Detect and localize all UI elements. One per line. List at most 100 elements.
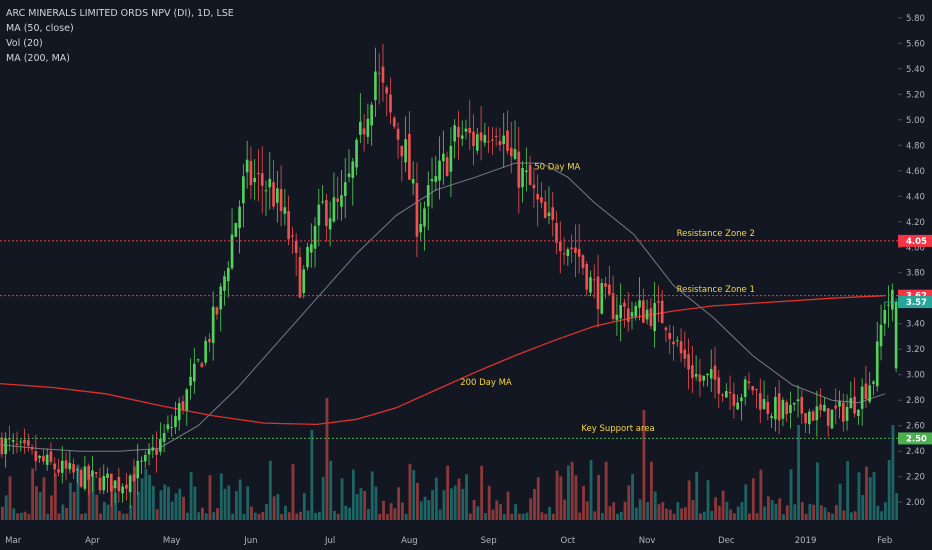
candle-body [294,241,298,253]
volume-bar [167,486,170,520]
volume-bar [144,469,148,520]
candle-body [177,403,181,421]
candle-body [615,314,619,320]
volume-bar [683,507,687,520]
volume-bar [812,504,816,520]
volume-bar [740,502,744,520]
ma50-line [0,162,885,452]
volume-bar [665,508,668,520]
legend-ma200: MA (200, MA) [6,53,70,64]
volume-bar [393,508,397,520]
candle-body [751,386,755,391]
candle-body [230,234,234,269]
volume-bar [766,496,770,520]
candle-body [15,443,19,445]
candle-body [38,455,41,459]
level-price-label: 2.50 [906,434,927,444]
volume-bar [412,470,416,520]
volume-bar [431,490,435,520]
volume-bar [423,496,427,520]
candle-body [804,412,807,424]
volume-bar [265,504,268,520]
volume-bar [295,513,299,520]
volume-bar [257,513,261,520]
volume-bar [616,513,619,520]
volume-bar [416,482,419,520]
candle-body [834,405,838,409]
candle-body [64,460,68,469]
candle-body [785,402,789,415]
candle-body [619,304,622,319]
chart-annotation: Resistance Zone 2 [677,229,755,239]
candle-body [136,460,140,479]
y-tick-label: 4.20 [906,218,925,228]
level-price-label: 4.05 [906,237,927,247]
volume-bar [34,486,38,520]
chart-annotation: Key Support area [581,424,654,434]
volume-bar [476,506,480,520]
candle-body [336,198,340,202]
volume-bar [65,508,69,520]
volume-bar [121,513,125,520]
candle-body [79,469,83,487]
candle-body [117,477,121,492]
volume-bar [574,475,578,520]
candle-body [808,411,811,425]
chart-annotation: 200 Day MA [460,378,512,388]
candle-body [430,179,434,182]
volume-bar [891,425,895,520]
candle-body [155,448,158,455]
candle-body [494,135,498,137]
candle-body [204,340,207,363]
volume-bar [642,410,646,520]
volume-bar [827,512,831,520]
volume-bar [453,485,457,520]
volume-bar [38,492,42,520]
y-tick-label: 4.80 [906,141,925,151]
candle-body [891,289,894,310]
volume-bar [208,475,212,520]
volume-bar [853,511,857,520]
candle-body [460,135,464,139]
candle-body [91,470,94,477]
candle-body [528,164,532,185]
volume-bar [816,462,819,520]
candle-body [106,473,109,478]
volume-bar [382,500,385,520]
candle-body [423,208,426,227]
candle-body [298,256,302,298]
candle-body [113,480,117,489]
volume-bar [457,478,461,520]
candle-body [732,393,736,406]
volume-bar [695,471,699,520]
candle-body [483,134,487,143]
candle-body [792,402,796,405]
candle-body [26,440,30,446]
candle-body [253,177,257,183]
candle-body [879,324,883,347]
candle-body [426,185,430,207]
volume-bar [280,513,284,520]
candle-body [366,118,370,137]
volume-bar [367,508,370,520]
volume-bar [242,514,246,520]
volume-bar [570,461,574,520]
volume-bar [1,506,4,520]
volume-bar [585,501,589,520]
x-tick-label: Mar [5,536,22,546]
candle-body [226,267,230,282]
candle-body [675,340,679,342]
y-tick-label: 4.60 [906,167,925,177]
volume-bar [491,509,495,520]
volume-bar [348,507,351,520]
volume-bar [53,473,57,520]
candle-body [276,188,279,203]
volume-bar [193,486,197,520]
volume-bar [57,513,61,520]
volume-bar [389,503,393,520]
volume-bar [197,512,201,520]
volume-bar [321,476,325,520]
candle-body [766,401,770,414]
